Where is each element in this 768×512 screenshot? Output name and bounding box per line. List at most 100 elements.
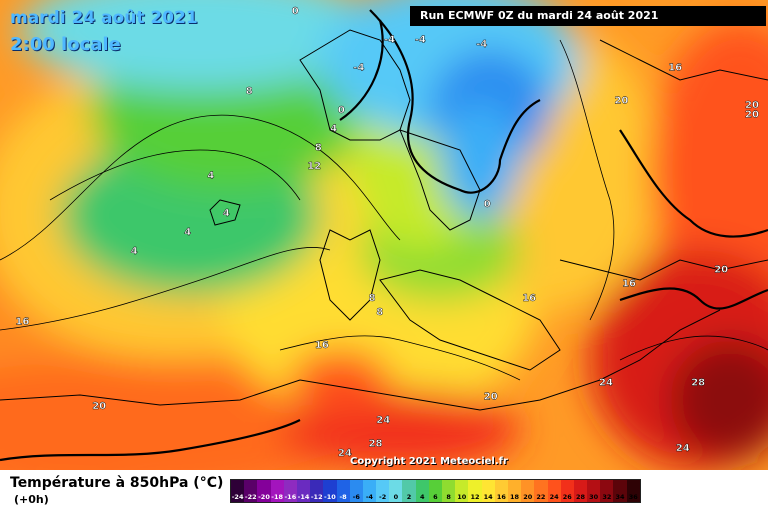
legend-swatch-label: -22 [244,493,257,501]
forecast-date: mardi 24 août 2021 [10,8,198,28]
legend-swatch-label: -2 [379,493,387,501]
legend-swatch-label: 14 [483,493,493,501]
legend-swatch: -20 [257,480,271,502]
legend-swatch-label: 18 [510,493,520,501]
map-footer: Température à 850hPa (°C) (+0h) -24 -22 -2… [0,470,768,512]
legend-swatch-label: -6 [352,493,360,501]
legend-swatch: -16 [283,480,297,502]
isotherm-label: 16 [522,293,536,304]
legend-swatch-label: 24 [549,493,559,501]
legend-swatch: -24 [231,480,245,502]
legend-swatch: 32 [600,480,614,502]
legend-swatch-label: -4 [365,493,374,501]
legend-swatch: -6 [349,480,363,502]
isotherm-label: 12 [307,161,321,172]
isotherm-label: 8 [369,293,376,304]
isotherm-label: 0 [484,199,491,210]
copyright-notice: Copyright 2021 Meteociel.fr [350,456,508,467]
isotherm-label: 4 [207,171,214,182]
isotherm-label: 24 [338,448,352,459]
legend-swatch: 0 [389,480,403,502]
isotherm-label: 16 [315,340,329,351]
legend-swatch-label: 22 [536,493,546,501]
isotherm-label: 20 [484,392,498,403]
legend-swatch: -18 [270,480,284,502]
legend-swatch: -10 [323,480,337,502]
isotherm-label: 0 [292,6,299,17]
color-scale-legend: -24 -22 -20 -18 -16 -14 -12 -10 -8 -6 -4 -2 0 2 4 6 8 10 1… [230,479,641,503]
legend-swatch: 8 [442,480,456,502]
legend-swatch: 36 [626,480,640,502]
isotherms-minor [0,39,768,381]
lead-time: (+0h) [14,493,49,506]
legend-swatch-label: 32 [602,493,612,501]
isotherm-label: 16 [668,63,682,74]
legend-swatch: 10 [455,480,469,502]
legend-swatch: 26 [560,480,574,502]
legend-swatch: -4 [362,480,377,502]
legend-swatch-label: -10 [324,493,336,501]
isotherm-label: 24 [599,377,613,388]
isotherm-label: 4 [184,227,191,238]
isotherm-label: 20 [614,95,628,106]
isotherm-label: 24 [676,443,690,454]
legend-swatch-label: 0 [393,493,399,501]
isotherm-label: -4 [353,63,364,74]
legend-swatch-label: 34 [615,493,625,501]
legend-swatch: 16 [494,480,508,502]
legend-swatch-label: -14 [297,493,310,501]
legend-swatch: 22 [534,480,548,502]
legend-swatch: -12 [310,480,324,502]
isotherm-label: 8 [376,307,383,318]
legend-swatch: 18 [507,480,522,502]
legend-swatch-label: 12 [470,493,480,501]
isotherm-label: 0 [338,105,345,116]
legend-swatch-label: 16 [496,493,506,501]
isotherm-label: 28 [691,377,705,388]
legend-swatch: 28 [573,480,588,502]
legend-swatch-label: 6 [433,493,438,501]
isotherm-label: 16 [15,316,29,327]
forecast-time: 2:00 locale [10,34,121,55]
coastlines [0,29,768,411]
legend-swatch-label: 30 [589,493,599,501]
legend-swatch: 34 [613,480,627,502]
legend-swatch: 30 [587,480,601,502]
legend-swatch-label: -24 [231,493,244,501]
temperature-field [0,0,768,470]
isotherm-label: 20 [92,401,106,412]
legend-swatch-label: 28 [575,493,585,501]
legend-swatch: -8 [336,480,350,502]
legend-swatch: -2 [376,480,390,502]
legend-swatch: 24 [547,480,561,502]
isotherm-label: -4 [476,39,487,50]
legend-swatch-label: 10 [457,493,467,501]
legend-swatch: 2 [402,480,416,502]
isotherm-label: -4 [384,34,395,45]
legend-swatch-label: -18 [271,493,284,501]
legend-swatch: 4 [415,480,429,502]
legend-swatch: 12 [468,480,482,502]
isotherm-label: 4 [131,246,138,257]
isotherm-label: 8 [315,142,322,153]
isotherm-label: 20 [745,110,759,121]
legend-swatch-label: -8 [339,493,347,501]
legend-swatch: 14 [481,480,495,502]
model-run-banner: Run ECMWF 0Z du mardi 24 août 2021 [410,6,766,26]
isotherm-label: 20 [745,100,759,111]
legend-swatch-label: 2 [406,493,412,501]
legend-swatch-label: 4 [419,493,425,501]
isotherm-label: -4 [415,34,426,45]
isotherm-label: 20 [714,265,728,276]
isotherm-label: 24 [376,415,390,426]
legend-swatch-label: 26 [562,493,572,501]
isotherm-label: 4 [330,124,337,135]
legend-swatch: 6 [428,480,442,502]
legend-swatch-label: 8 [446,493,451,501]
variable-title: Température à 850hPa (°C) [10,475,224,491]
legend-swatch-label: -16 [284,493,297,501]
legend-swatch-label: 36 [628,493,638,501]
